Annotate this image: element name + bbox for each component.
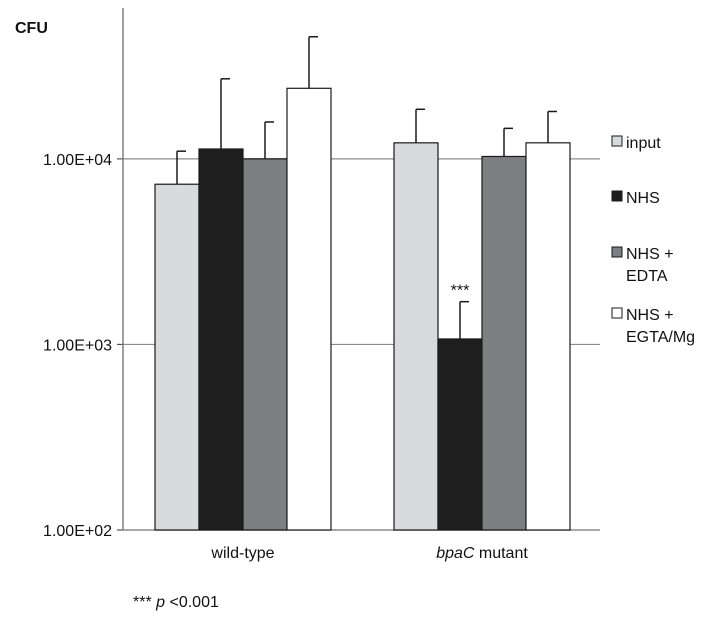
legend-label: NHS + — [626, 246, 674, 263]
bar-wild-type-0 — [154, 183, 200, 531]
bar-mutant-3 — [525, 142, 571, 531]
bars — [154, 87, 571, 531]
significance-footnote: *** p <0.001 — [133, 594, 219, 612]
legend-label: input — [626, 135, 661, 152]
x-category-label: wild-type — [210, 545, 274, 562]
legend-label: NHS + — [626, 307, 674, 324]
y-tick-label: 1.00E+02 — [43, 523, 112, 540]
legend-label: NHS — [626, 190, 660, 207]
legend-label: EDTA — [626, 268, 668, 285]
bar-mutant-2 — [481, 155, 527, 531]
labels: 1.00E+02 1.00E+03 1.00E+04 CFU wild-type bpaC… — [15, 20, 528, 562]
legend-item-0: input — [611, 135, 661, 152]
significance-stars: *** — [451, 283, 470, 300]
legend-item-3: NHS + EGTA/Mg — [611, 307, 695, 346]
y-axis-label: CFU — [15, 20, 48, 37]
legend-item-2: NHS + EDTA — [611, 246, 674, 285]
legend-swatch — [611, 190, 623, 202]
bar-mutant-0 — [393, 142, 439, 531]
legend-item-1: NHS — [611, 190, 660, 207]
x-category-label: bpaC mutant — [436, 545, 528, 562]
legend: input NHS NHS + EDTA NHS + EGTA/Mg — [611, 135, 695, 346]
footnote-stars: *** — [133, 594, 152, 611]
y-tick-label: 1.00E+04 — [43, 152, 112, 169]
legend-swatch — [611, 135, 623, 147]
y-tick-label: 1.00E+03 — [43, 337, 112, 354]
legend-swatch — [611, 246, 623, 258]
bar-mutant-1 — [437, 338, 483, 531]
legend-swatch — [611, 307, 623, 319]
legend-label: EGTA/Mg — [626, 329, 695, 346]
error-bars — [176, 35, 557, 339]
footnote-threshold: <0.001 — [165, 594, 219, 611]
bar-wild-type-2 — [242, 158, 288, 531]
bar-wild-type-3 — [286, 87, 332, 531]
footnote-p: p — [156, 594, 166, 611]
bar-wild-type-1 — [198, 148, 244, 531]
